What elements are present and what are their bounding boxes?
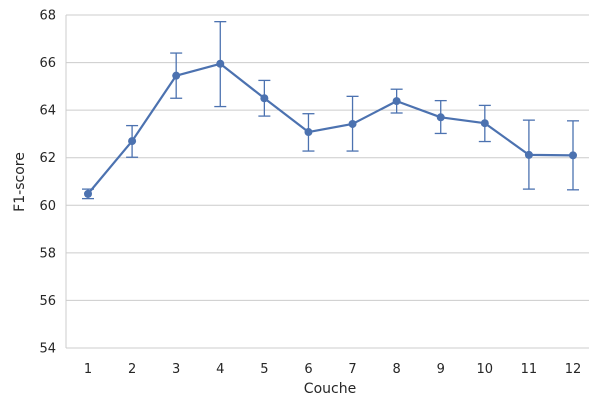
- x-tick-label: 2: [128, 362, 136, 377]
- gridlines: [66, 14, 589, 349]
- series: [84, 59, 577, 198]
- y-tick-label: 58: [39, 246, 56, 261]
- x-tick-label: 1: [84, 362, 92, 377]
- data-point: [84, 189, 92, 198]
- data-point: [304, 128, 313, 137]
- data-point: [260, 94, 269, 103]
- y-tick-label: 66: [39, 56, 56, 71]
- data-point: [569, 151, 577, 160]
- x-tick-label: 9: [437, 362, 445, 377]
- data-point: [348, 119, 357, 128]
- x-tick-labels: 1 2 3 4 5 6 7 8 9 10 11 12: [84, 362, 581, 377]
- y-tick-label: 60: [39, 199, 56, 214]
- x-tick-label: 8: [392, 362, 400, 377]
- data-point: [436, 113, 445, 122]
- x-tick-label: 4: [216, 362, 224, 377]
- y-tick-label: 56: [39, 294, 56, 309]
- x-tick-label: 7: [348, 362, 356, 377]
- x-tick-label: 11: [521, 362, 538, 377]
- data-point: [172, 71, 181, 80]
- x-tick-label: 10: [477, 362, 494, 377]
- x-tick-label: 6: [304, 362, 312, 377]
- y-axis-title: F1-score: [12, 152, 28, 212]
- x-axis-title: Couche: [304, 381, 356, 397]
- data-point: [480, 119, 489, 128]
- y-tick-labels: 54 56 58 60 62 64 66 68: [39, 9, 56, 357]
- y-tick-label: 54: [39, 342, 56, 357]
- series-line: [87, 62, 574, 195]
- data-point: [392, 97, 401, 106]
- y-tick-label: 64: [39, 104, 56, 119]
- x-tick-label: 5: [260, 362, 268, 377]
- y-tick-label: 62: [39, 151, 56, 166]
- data-point: [216, 59, 225, 68]
- data-point: [128, 137, 137, 146]
- y-tick-label: 68: [39, 9, 56, 24]
- data-point: [524, 150, 533, 159]
- x-tick-label: 3: [172, 362, 180, 377]
- x-tick-label: 12: [565, 362, 582, 377]
